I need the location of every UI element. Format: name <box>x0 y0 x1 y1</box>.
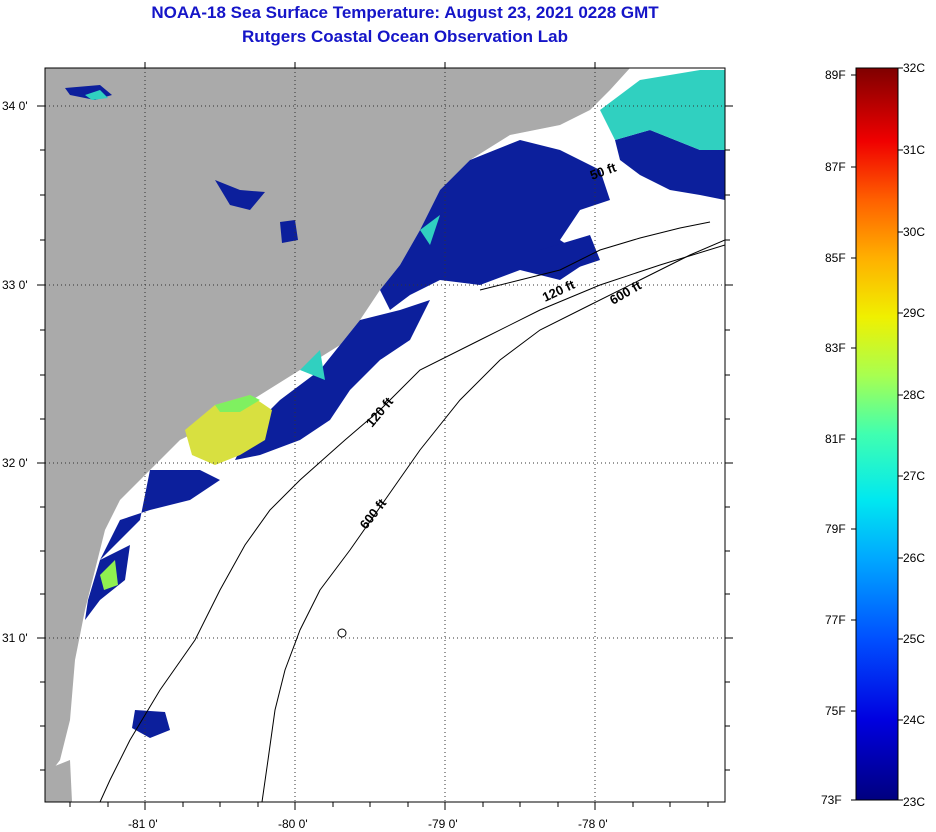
lat-label-33: 33 0' <box>2 278 28 292</box>
lon-label-80: -80 0' <box>278 817 308 831</box>
cb-c-28: 28C <box>903 388 925 402</box>
lon-label-78: -78 0' <box>578 817 608 831</box>
lat-label-32: 32 0' <box>2 456 28 470</box>
cb-c-32: 32C <box>903 61 925 75</box>
cb-c-30: 30C <box>903 225 925 239</box>
colorbar-ticks <box>851 67 903 801</box>
cb-f-85: 85F <box>825 251 846 265</box>
land-mass <box>45 68 630 780</box>
cb-f-81: 81F <box>825 432 846 446</box>
lon-label-79: -79 0' <box>428 817 458 831</box>
cb-f-83: 83F <box>825 341 846 355</box>
depth-contours <box>99 221 725 802</box>
lat-label-34: 34 0' <box>2 99 28 113</box>
lat-label-31: 31 0' <box>2 631 28 645</box>
sst-mid-patches <box>85 70 725 380</box>
axis-ticks <box>37 62 733 810</box>
cb-c-24: 24C <box>903 713 925 727</box>
colorbar <box>855 67 899 801</box>
title-line-2: Rutgers Coastal Ocean Observation Lab <box>242 27 568 46</box>
sst-cold-patches <box>65 85 725 738</box>
sst-warm-patch <box>185 395 272 465</box>
lon-label-81: -81 0' <box>128 817 158 831</box>
cb-c-29: 29C <box>903 306 925 320</box>
cb-c-27: 27C <box>903 469 925 483</box>
cb-c-25: 25C <box>903 632 925 646</box>
cb-c-23: 23C <box>903 795 925 809</box>
map-border <box>44 67 726 803</box>
cb-f-75: 75F <box>825 704 846 718</box>
cb-f-79: 79F <box>825 522 846 536</box>
title-line-1: NOAA-18 Sea Surface Temperature: August … <box>151 3 659 22</box>
graticule <box>45 68 725 802</box>
cb-f-87: 87F <box>825 160 846 174</box>
cb-c-31: 31C <box>903 143 925 157</box>
cb-f-77: 77F <box>825 613 846 627</box>
cb-c-26: 26C <box>903 551 925 565</box>
cb-f-89: 89F <box>825 68 846 82</box>
map-panel: 50 ft 120 ft 600 ft 120 ft 600 ft <box>45 68 725 802</box>
cb-f-73: 73F <box>821 793 842 807</box>
